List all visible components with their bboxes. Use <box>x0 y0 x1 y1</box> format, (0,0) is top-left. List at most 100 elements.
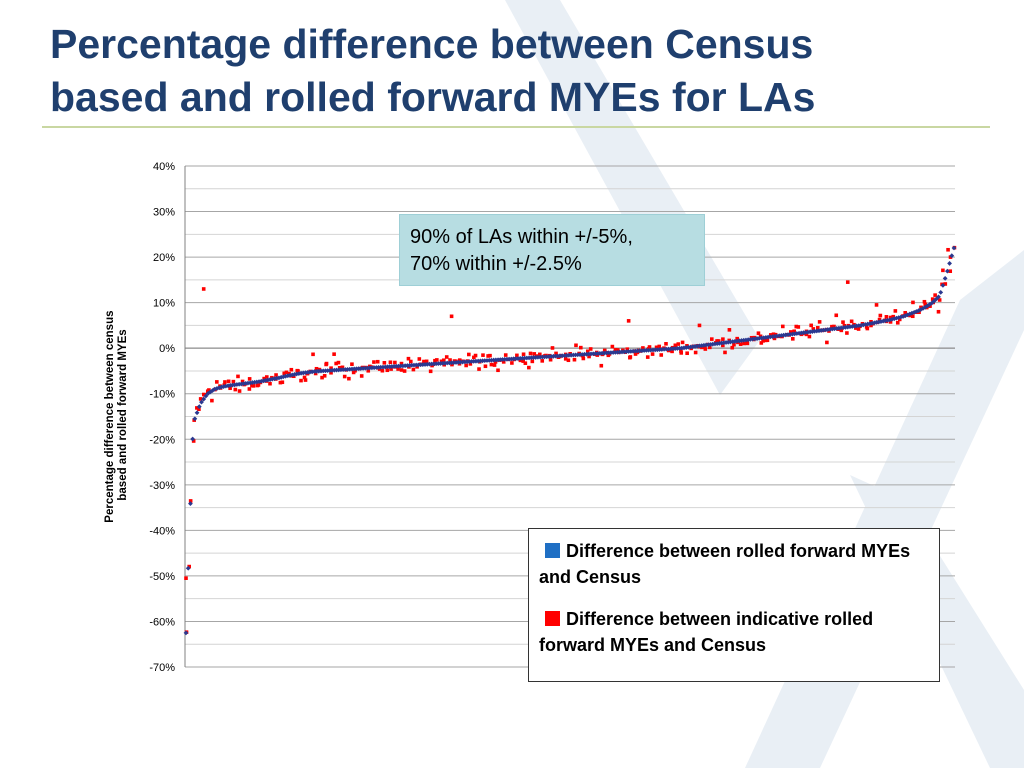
blue-point <box>816 328 822 334</box>
blue-point <box>210 388 215 393</box>
red-point <box>329 370 333 375</box>
red-point <box>240 379 245 384</box>
red-point <box>641 346 645 350</box>
red-point <box>457 361 462 366</box>
red-point <box>280 380 285 385</box>
blue-point <box>199 399 204 405</box>
red-point <box>337 365 342 370</box>
red-point <box>399 361 404 366</box>
blue-point <box>185 565 191 571</box>
callout-line-2: 70% within +/-2.5% <box>410 253 582 275</box>
y-tick-label: 10% <box>153 298 175 310</box>
red-point <box>888 315 893 320</box>
blue-point <box>949 253 955 259</box>
red-point <box>503 353 508 357</box>
red-point <box>769 333 773 337</box>
red-point <box>771 332 776 337</box>
blue-point <box>307 369 313 375</box>
red-point <box>721 337 725 341</box>
blue-point <box>942 275 948 281</box>
red-point <box>302 375 307 380</box>
axes <box>184 166 955 667</box>
red-point <box>336 360 341 365</box>
blue-point <box>922 304 928 310</box>
red-point <box>256 383 261 387</box>
red-point <box>197 407 201 412</box>
y-axis-label-line-2: based and rolled forward MYEs <box>117 329 129 500</box>
red-point <box>807 334 812 339</box>
red-point <box>481 353 485 357</box>
slide-title: Percentage difference between Census bas… <box>50 18 990 124</box>
red-point <box>709 337 714 341</box>
red-point <box>825 340 829 345</box>
red-point <box>845 331 849 335</box>
blue-point <box>298 370 304 376</box>
red-point <box>842 323 847 328</box>
red-point <box>406 356 411 361</box>
blue-point <box>889 316 895 322</box>
red-point <box>521 359 525 363</box>
series-rolled-forward <box>183 245 957 636</box>
chart-legend: Difference between rolled forward MYEs a… <box>528 528 940 682</box>
red-point <box>839 328 844 333</box>
blue-point <box>296 371 302 377</box>
red-point <box>869 323 873 328</box>
red-point <box>435 358 439 362</box>
y-tick-label: -30% <box>149 480 175 492</box>
red-point <box>329 366 333 370</box>
y-tick-label: 0% <box>159 343 175 355</box>
red-point <box>628 355 633 359</box>
red-point <box>409 359 413 364</box>
red-point <box>804 332 809 337</box>
red-outlier-point <box>626 319 631 323</box>
red-point <box>207 388 211 392</box>
red-point <box>411 367 416 372</box>
red-point <box>910 314 915 319</box>
red-point <box>314 366 319 371</box>
y-tick-labels: 40% 30% 20% 10% 0% -10% -20% -30% -40% -50% -60% -7… <box>149 161 175 674</box>
blue-point <box>252 379 258 385</box>
red-point <box>789 330 793 334</box>
blue-point <box>925 303 930 309</box>
red-point <box>621 348 625 353</box>
red-point <box>933 293 937 297</box>
title-line-2: based and rolled forward MYEs for LAs <box>50 74 816 120</box>
red-point <box>703 345 707 349</box>
blue-point <box>947 261 952 266</box>
red-outlier-point <box>874 303 879 307</box>
y-tick-label: -70% <box>149 662 175 674</box>
y-tick-label: 20% <box>153 252 175 264</box>
blue-point <box>247 380 253 386</box>
blue-point <box>230 382 235 388</box>
red-point <box>550 346 555 350</box>
red-point <box>897 317 902 322</box>
red-point <box>457 358 462 362</box>
red-point <box>350 362 354 366</box>
red-point <box>796 325 801 329</box>
blue-point <box>305 369 311 375</box>
red-point <box>262 376 266 381</box>
blue-point <box>243 381 249 386</box>
red-point <box>809 323 813 328</box>
red-point <box>730 345 735 350</box>
red-point <box>488 353 492 358</box>
red-point <box>554 351 558 356</box>
red-point <box>515 353 519 358</box>
red-point <box>891 314 896 319</box>
red-point <box>792 329 796 334</box>
red-point <box>703 347 708 351</box>
y-tick-label: -60% <box>149 616 175 628</box>
red-point <box>685 344 689 348</box>
red-point <box>585 349 590 354</box>
red-point <box>893 309 898 313</box>
red-point <box>574 343 578 348</box>
blue-point <box>803 329 809 335</box>
red-point <box>830 324 834 329</box>
red-point <box>817 320 822 324</box>
red-point <box>375 359 380 364</box>
blue-point <box>896 315 902 320</box>
red-point <box>765 338 770 343</box>
red-point <box>877 317 882 322</box>
red-point <box>486 354 490 358</box>
red-point <box>773 332 778 337</box>
